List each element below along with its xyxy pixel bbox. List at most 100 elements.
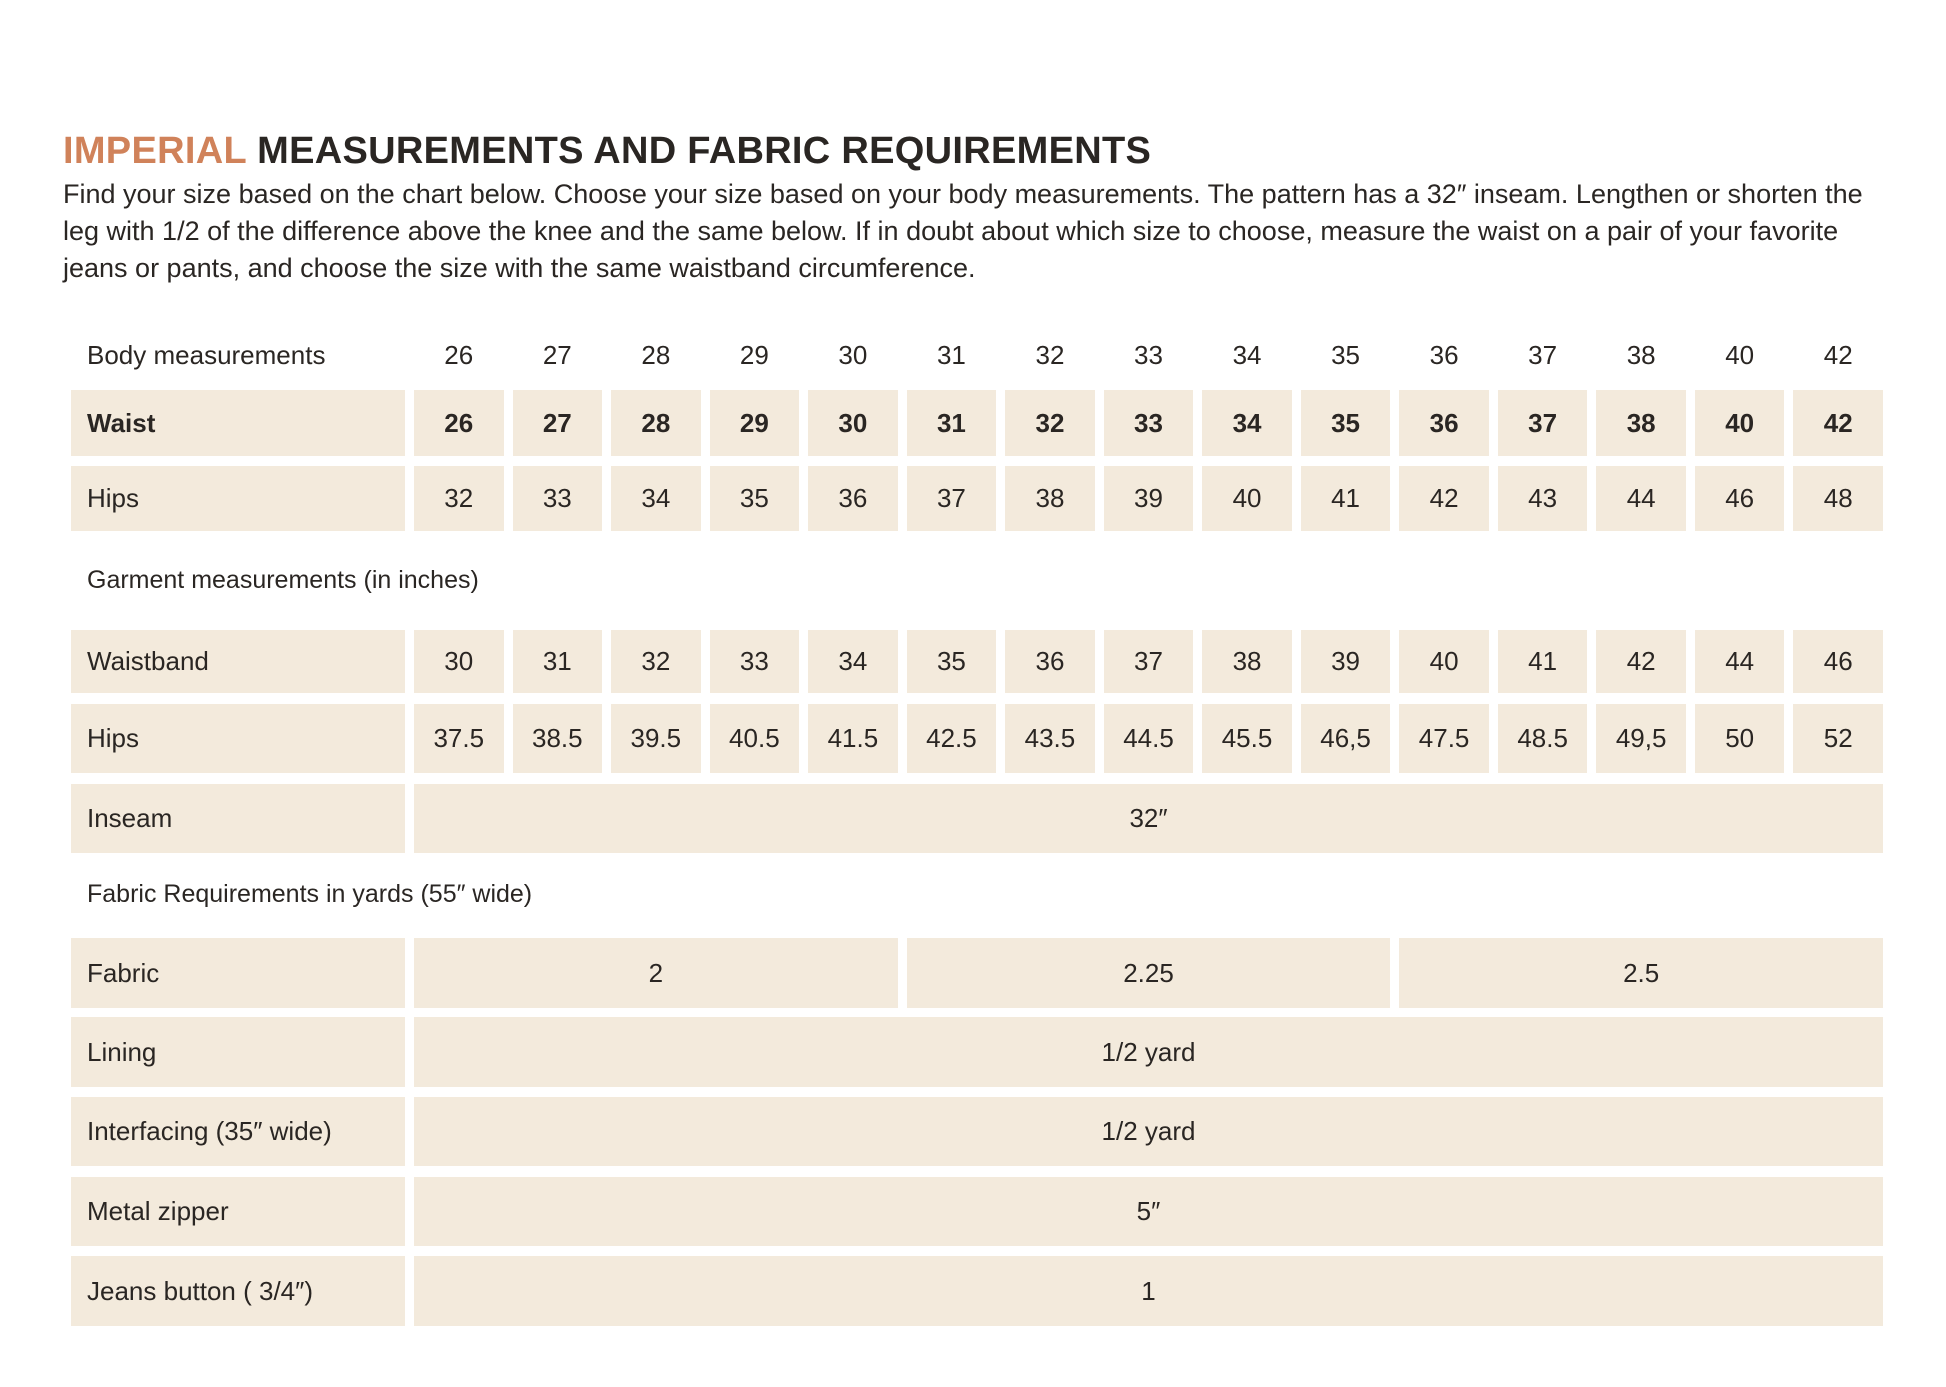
- size-cell: 45.5: [1202, 704, 1292, 773]
- title-accent: IMPERIAL: [63, 130, 247, 172]
- span-cell: 5″: [414, 1177, 1883, 1246]
- size-cell: 46: [1694, 466, 1785, 531]
- zipper-row: Metal zipper 5″: [71, 1177, 1883, 1246]
- size-cell: 35: [1331, 339, 1361, 370]
- size-cell: 42: [1823, 339, 1853, 370]
- size-cell: 44: [1694, 630, 1785, 693]
- row-label: Body measurements: [87, 339, 326, 370]
- row-label: Waist: [71, 390, 405, 456]
- size-cell: 37: [1103, 630, 1194, 693]
- size-cell: 30: [838, 339, 868, 370]
- size-cell: 42: [1596, 630, 1686, 693]
- size-cell: 39.5: [611, 704, 701, 773]
- size-cell: 50: [1694, 704, 1785, 773]
- title-rest: MEASUREMENTS AND FABRIC REQUIREMENTS: [246, 130, 1152, 172]
- size-cell: 42: [1793, 390, 1883, 456]
- lining-row: Lining 1/2 yard: [71, 1017, 1883, 1087]
- size-cell: 52: [1793, 704, 1883, 773]
- page-title: IMPERIAL MEASUREMENTS AND FABRIC REQUIRE…: [63, 130, 1151, 173]
- size-cell: 30: [414, 630, 504, 693]
- group-cell: 2.25: [906, 938, 1391, 1008]
- size-cell: 47.5: [1399, 704, 1489, 773]
- row-label: Interfacing (35″ wide): [71, 1097, 405, 1166]
- size-cell: 37: [906, 466, 997, 531]
- size-cell: 41: [1497, 630, 1588, 693]
- size-cell: 36: [808, 466, 898, 531]
- size-cell: 33: [1134, 339, 1163, 370]
- row-label: Inseam: [71, 784, 405, 853]
- size-cell: 38: [1005, 466, 1095, 531]
- inseam-row: Inseam 32″: [71, 784, 1883, 853]
- size-cell: 38.5: [512, 704, 603, 773]
- size-cell: 40: [1694, 390, 1785, 456]
- size-cell: 38: [1202, 630, 1292, 693]
- size-cell: 32: [1005, 390, 1095, 456]
- size-cell: 34: [1202, 390, 1292, 456]
- size-cell: 35: [709, 466, 800, 531]
- size-cell: 48: [1793, 466, 1883, 531]
- size-cell: 40: [1399, 630, 1489, 693]
- button-row: Jeans button ( 3/4″) 1: [71, 1256, 1883, 1326]
- size-cell: 34: [1232, 339, 1262, 370]
- body-header-row: Body measurements 26 27 28 29 30 31 32 33 34 35 36 3…: [71, 335, 1883, 375]
- waistband-row: Waistband 30 31 32 33 34 35 36 37 38 39 40 41 42 44 46: [71, 630, 1883, 693]
- size-cell: 49,5: [1596, 704, 1686, 773]
- size-cell: 36: [1005, 630, 1095, 693]
- size-cell: 34: [611, 466, 701, 531]
- span-cell: 32″: [414, 784, 1883, 853]
- group-cell: 2: [414, 938, 898, 1008]
- fabric-heading: Fabric Requirements in yards (55″ wide): [87, 880, 533, 908]
- size-cell: 31: [906, 390, 997, 456]
- size-cell: 27: [512, 390, 603, 456]
- waist-row: Waist 26 27 28 29 30 31 32 33 34 35 36 37 38 40 42: [71, 390, 1883, 456]
- size-cell: 36: [1429, 339, 1459, 370]
- row-label: Fabric: [71, 938, 405, 1008]
- size-cell: 26: [414, 390, 504, 456]
- size-cell: 27: [542, 339, 572, 370]
- size-cell: 33: [709, 630, 800, 693]
- row-label: Metal zipper: [71, 1177, 405, 1246]
- size-cell: 28: [641, 339, 671, 370]
- garment-heading: Garment measurements (in inches): [87, 566, 479, 594]
- span-cell: 1/2 yard: [414, 1017, 1883, 1087]
- size-cell: 28: [611, 390, 701, 456]
- size-cell: 38: [1626, 339, 1656, 370]
- size-cell: 44: [1596, 466, 1686, 531]
- size-cell: 34: [808, 630, 898, 693]
- size-cell: 46: [1793, 630, 1883, 693]
- row-label: Jeans button ( 3/4″): [71, 1256, 405, 1326]
- row-label: Waistband: [71, 630, 405, 693]
- size-cell: 33: [512, 466, 603, 531]
- size-cell: 46,5: [1300, 704, 1391, 773]
- size-cell: 35: [1300, 390, 1391, 456]
- size-cell: 37: [1528, 339, 1558, 370]
- size-cell: 37.5: [414, 704, 504, 773]
- row-label: Lining: [71, 1017, 405, 1087]
- span-cell: 1: [414, 1256, 1883, 1326]
- span-cell: 1/2 yard: [414, 1097, 1883, 1166]
- row-label: Hips: [71, 704, 405, 773]
- size-cell: 32: [414, 466, 504, 531]
- size-cell: 40.5: [709, 704, 800, 773]
- size-cell: 38: [1596, 390, 1686, 456]
- garment-hips-row: Hips 37.5 38.5 39.5 40.5 41.5 42.5 43.5 44.5 45.5…: [71, 704, 1883, 773]
- size-cell: 40: [1725, 339, 1755, 370]
- size-cell: 33: [1103, 390, 1194, 456]
- size-cell: 26: [444, 339, 474, 370]
- size-cell: 29: [739, 339, 769, 370]
- size-cell: 41: [1300, 466, 1391, 531]
- size-cell: 31: [936, 339, 966, 370]
- size-cell: 32: [1035, 339, 1065, 370]
- size-cell: 30: [808, 390, 898, 456]
- size-cell: 37: [1497, 390, 1588, 456]
- size-cell: 29: [709, 390, 800, 456]
- group-cell: 2.5: [1399, 938, 1883, 1008]
- interfacing-row: Interfacing (35″ wide) 1/2 yard: [71, 1097, 1883, 1166]
- size-cell: 43.5: [1005, 704, 1095, 773]
- size-cell: 35: [906, 630, 997, 693]
- fabric-row: Fabric 2 2.25 2.5: [71, 938, 1883, 1008]
- size-cell: 39: [1300, 630, 1391, 693]
- size-cell: 42.5: [906, 704, 997, 773]
- size-cell: 32: [611, 630, 701, 693]
